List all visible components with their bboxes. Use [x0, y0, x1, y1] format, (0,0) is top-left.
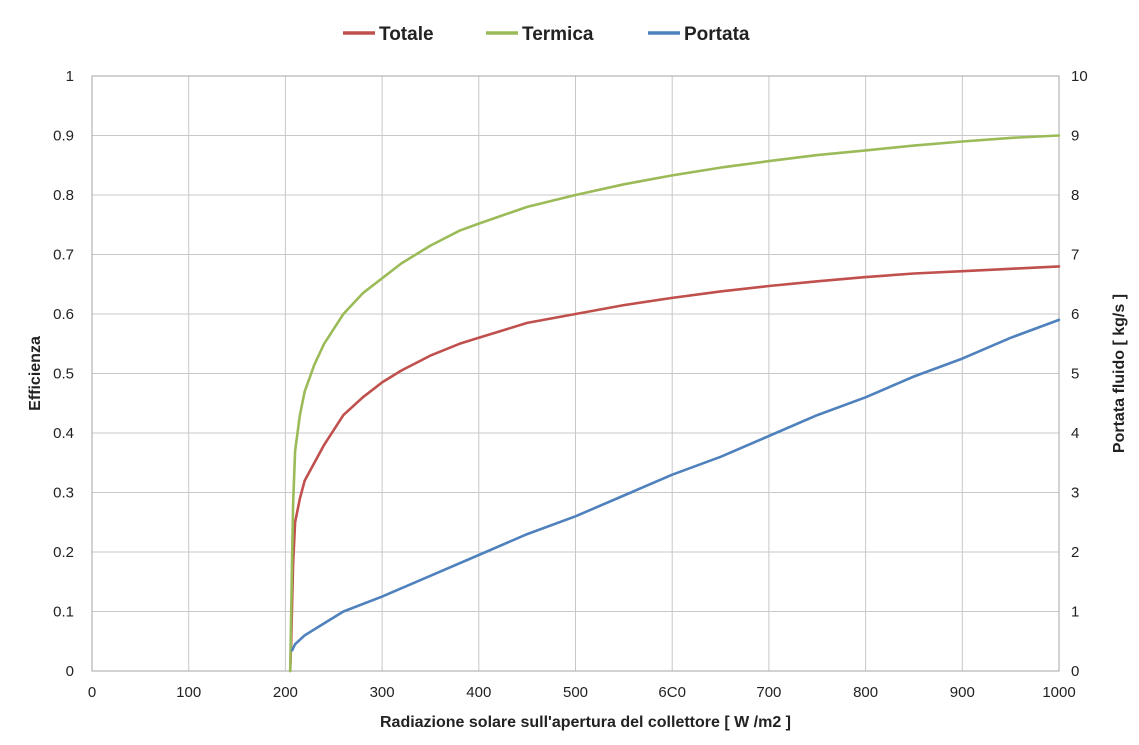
legend: Totale Termica Portata	[343, 24, 750, 45]
x-tick-label: 1000	[1042, 684, 1075, 701]
y2-tick-label: 10	[1071, 68, 1088, 85]
series-line-termica	[288, 134, 1061, 673]
y-tick-label: 1	[66, 68, 74, 85]
y2-tick-label: 1	[1071, 604, 1079, 621]
y2-tick-label: 5	[1071, 366, 1079, 383]
y2-tick-label: 9	[1071, 128, 1079, 145]
x-tick-label: 400	[466, 684, 491, 701]
legend-label-termica: Termica	[522, 24, 594, 45]
y-tick-label: 0.9	[53, 128, 74, 145]
y-tick-label: 0	[66, 663, 74, 680]
series-line-portata	[290, 318, 1061, 652]
y2-axis-title: Portata fluido [ kg/s ]	[1111, 294, 1128, 453]
y2-tick-label: 7	[1071, 247, 1079, 264]
y2-tick-label: 6	[1071, 306, 1079, 323]
x-tick-label: 0	[88, 684, 96, 701]
x-tick-label: 500	[563, 684, 588, 701]
y-tick-label: 0.3	[53, 485, 74, 502]
y-tick-label: 0.1	[53, 604, 74, 621]
x-tick-label: 200	[273, 684, 298, 701]
plot-frame	[91, 75, 1060, 672]
x-tick-label: 300	[370, 684, 395, 701]
axes	[91, 75, 1060, 672]
x-tick-labels: 0 100 200 300 400 500 6C0 700 800 900 1000	[88, 684, 1076, 701]
x-tick-label: 6C0	[658, 684, 686, 701]
series-lines	[288, 134, 1061, 673]
x-tick-label: 100	[176, 684, 201, 701]
y2-tick-label: 0	[1071, 663, 1079, 680]
y2-tick-label: 4	[1071, 425, 1079, 442]
y-tick-label: 0.8	[53, 187, 74, 204]
y-tick-label: 0.5	[53, 366, 74, 383]
x-tick-label: 800	[853, 684, 878, 701]
x-axis-title: Radiazione solare sull'apertura del coll…	[380, 714, 791, 731]
y-tick-labels: 0 0.1 0.2 0.3 0.4 0.5 0.6 0.7 0.8 0.9 1	[53, 68, 74, 680]
y-tick-label: 0.6	[53, 306, 74, 323]
series-line-totale	[288, 265, 1061, 673]
legend-label-totale: Totale	[379, 24, 434, 45]
y-axis-title: Efficienza	[27, 336, 44, 411]
y2-tick-label: 8	[1071, 187, 1079, 204]
x-tick-label: 900	[950, 684, 975, 701]
y2-tick-label: 2	[1071, 544, 1079, 561]
y-tick-label: 0.7	[53, 247, 74, 264]
y-tick-label: 0.2	[53, 544, 74, 561]
x-tick-label: 700	[756, 684, 781, 701]
legend-label-portata: Portata	[684, 24, 750, 45]
y2-tick-labels: 0 1 2 3 4 5 6 7 8 9 10	[1071, 68, 1088, 680]
y-tick-label: 0.4	[53, 425, 74, 442]
grid	[91, 75, 1060, 672]
y2-tick-label: 3	[1071, 485, 1079, 502]
